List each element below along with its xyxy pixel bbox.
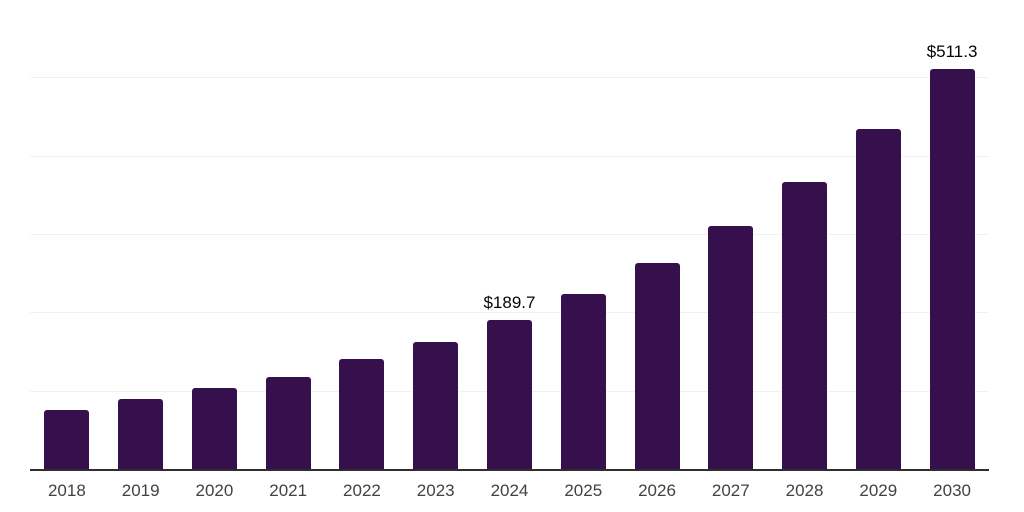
x-axis-tick-label-2029: 2029: [859, 481, 898, 500]
bar-2018: [44, 410, 90, 469]
x-axis-tick-label-2024: 2024: [490, 481, 529, 500]
bar-slot-2023: [399, 1, 473, 469]
bar-2025: [560, 293, 606, 469]
bar-2027: [708, 226, 754, 469]
x-axis-tick-label-2020: 2020: [195, 481, 234, 500]
x-axis-tick-label-2025: 2025: [564, 481, 603, 500]
x-axis-labels: 2018 2019 2020 2021 2022 2023 2024 2025 2026 2027…: [30, 471, 989, 501]
bar-slot-2025: [546, 1, 620, 469]
bar-slot-2020: [178, 1, 252, 469]
bar-2030: [929, 68, 975, 469]
x-axis-tick-label-2027: 2027: [711, 481, 750, 500]
plot-area: $189.7 $511.3: [30, 1, 989, 471]
bar-2026: [634, 263, 680, 469]
bar-slot-2022: [325, 1, 399, 469]
x-axis-tick-label-2022: 2022: [343, 481, 381, 500]
bar-slot-2021: [251, 1, 325, 469]
bar-slot-2019: [104, 1, 178, 469]
bar-2022: [339, 359, 385, 469]
bar-slot-2024: $189.7: [473, 1, 547, 469]
bar-2023: [413, 342, 459, 469]
bar-slot-2026: [620, 1, 694, 469]
x-axis-tick-label-2030: 2030: [933, 481, 971, 500]
bar-2029: [855, 129, 901, 469]
bar-value-label-2024: $189.7: [483, 293, 536, 313]
bar-value-label-2030: $511.3: [926, 41, 978, 61]
bar-slot-2028: [768, 1, 842, 469]
x-axis-tick-label-2026: 2026: [638, 481, 676, 500]
bar-slot-2018: [30, 1, 104, 469]
x-axis-tick-label-2018: 2018: [47, 481, 86, 500]
x-axis-tick-label-2028: 2028: [785, 481, 824, 500]
bar-2024: [486, 320, 532, 469]
bar-slot-2030: $511.3: [915, 1, 989, 469]
bars-row: $189.7 $511.3: [30, 1, 989, 469]
bar-2028: [782, 181, 828, 469]
bar-2021: [265, 377, 311, 469]
x-axis-tick-label-2019: 2019: [121, 481, 160, 500]
bar-slot-2029: [841, 1, 915, 469]
bar-2020: [191, 388, 237, 469]
x-axis-tick-label-2023: 2023: [416, 481, 455, 500]
x-axis-tick-label-2021: 2021: [269, 481, 308, 500]
bar-2019: [118, 399, 164, 469]
bar-slot-2027: [694, 1, 768, 469]
